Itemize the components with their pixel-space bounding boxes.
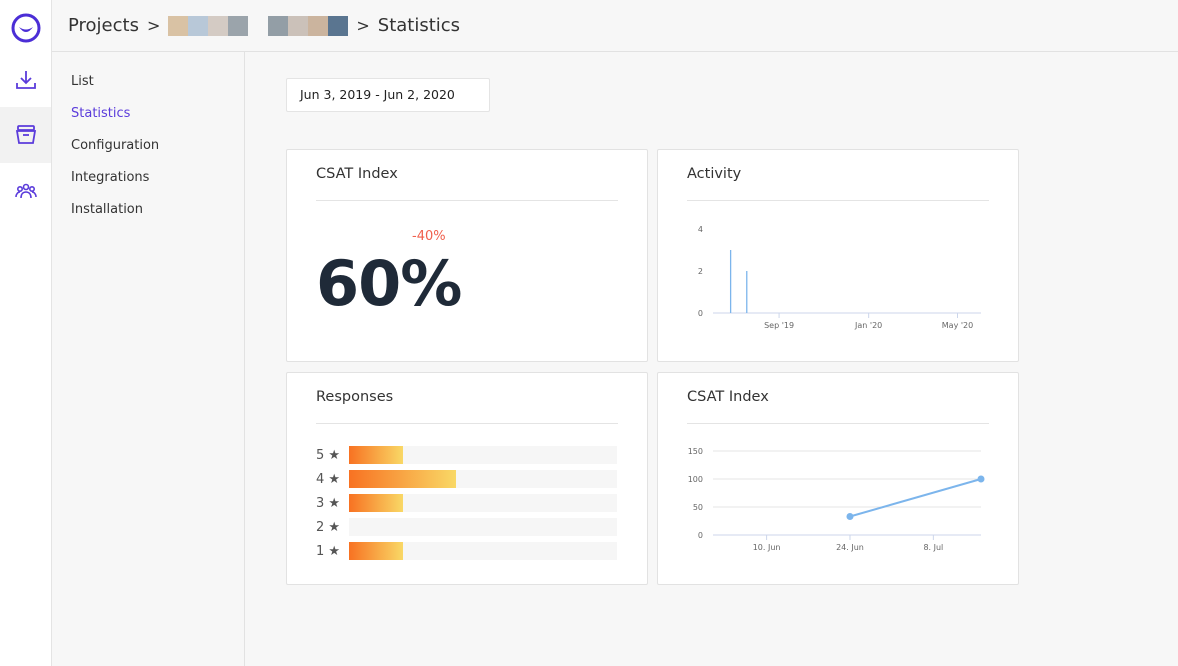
rating-label: 4 ★ [316, 471, 341, 487]
x-tick-label: 24. Jun [836, 543, 864, 552]
rating-bar-track [349, 542, 617, 560]
responses-card: Responses 5 ★ 4 ★ 3 ★ 2 ★ 1 ★ [286, 372, 648, 585]
x-tick-label: May '20 [942, 321, 973, 330]
rating-label: 2 ★ [316, 519, 341, 535]
subnav-item-list[interactable]: List [71, 74, 94, 89]
data-point [846, 513, 854, 521]
archive-icon[interactable] [0, 107, 51, 163]
subnav-item-configuration[interactable]: Configuration [71, 138, 160, 153]
breadcrumb-redacted-project[interactable] [168, 15, 349, 36]
rating-bar-fill [349, 446, 403, 464]
rating-label: 3 ★ [316, 495, 341, 511]
activity-chart: 0 2 4 Sep '19 Jan '20 May '20 [698, 225, 981, 330]
activity-card: Activity 0 2 4 Sep '19 Jan '20 May '20 [657, 149, 1019, 362]
subnav-item-statistics[interactable]: Statistics [71, 106, 131, 121]
download-icon[interactable] [0, 52, 51, 108]
response-row: 5 ★ [316, 446, 618, 464]
users-icon[interactable] [0, 163, 51, 219]
divider [687, 200, 989, 201]
csat-index-card: CSAT Index -40% 60% [286, 149, 648, 362]
rating-label: 1 ★ [316, 543, 341, 559]
card-title: Activity [687, 166, 742, 182]
date-range-picker[interactable]: Jun 3, 2019 - Jun 2, 2020 [286, 78, 490, 112]
x-tick-label: 10. Jun [753, 543, 781, 552]
rating-bar-track [349, 494, 617, 512]
rating-bar-track [349, 470, 617, 488]
csat-delta: -40% [412, 229, 446, 244]
breadcrumb-separator: > [356, 16, 370, 35]
response-row: 4 ★ [316, 470, 618, 488]
y-tick-label: 100 [688, 475, 703, 484]
csat-line-chart: 0 50 100 150 10. Jun 24. Jun 8. Jul [688, 447, 985, 552]
csat-value: 60% [316, 247, 462, 320]
breadcrumb-current: Statistics [377, 15, 461, 36]
project-subnav: List Statistics Configuration Integratio… [52, 52, 245, 666]
rating-bar-fill [349, 470, 457, 488]
rating-bar-track [349, 446, 617, 464]
x-tick-label: Sep '19 [764, 321, 794, 330]
breadcrumb-separator: > [146, 16, 161, 35]
response-row: 1 ★ [316, 542, 618, 560]
response-row: 3 ★ [316, 494, 618, 512]
csat-chart-card: CSAT Index 0 50 100 150 10. Jun 24. Jun 8. Jul [657, 372, 1019, 585]
breadcrumb: Projects > > Statistics [52, 0, 1178, 52]
rating-bar-fill [349, 542, 403, 560]
rating-label: 5 ★ [316, 447, 341, 463]
data-point [977, 475, 985, 483]
divider [687, 423, 989, 424]
rating-bar-fill [349, 494, 403, 512]
y-tick-label: 0 [698, 531, 703, 540]
card-title: Responses [316, 389, 394, 405]
rating-bar-track [349, 518, 617, 536]
y-tick-label: 4 [698, 225, 703, 234]
divider [316, 423, 618, 424]
y-tick-label: 150 [688, 447, 703, 456]
breadcrumb-projects[interactable]: Projects [68, 15, 139, 36]
y-tick-label: 50 [693, 503, 703, 512]
subnav-item-installation[interactable]: Installation [71, 202, 144, 217]
y-tick-label: 0 [698, 309, 703, 318]
subnav-item-integrations[interactable]: Integrations [71, 170, 150, 185]
divider [316, 200, 618, 201]
icon-rail [0, 0, 52, 666]
y-tick-label: 2 [698, 267, 703, 276]
x-tick-label: 8. Jul [923, 543, 943, 552]
csat-line [849, 478, 982, 518]
response-row: 2 ★ [316, 518, 618, 536]
card-title: CSAT Index [687, 389, 769, 405]
logo-icon[interactable] [0, 0, 51, 56]
x-tick-label: Jan '20 [854, 321, 882, 330]
card-title: CSAT Index [316, 166, 398, 182]
